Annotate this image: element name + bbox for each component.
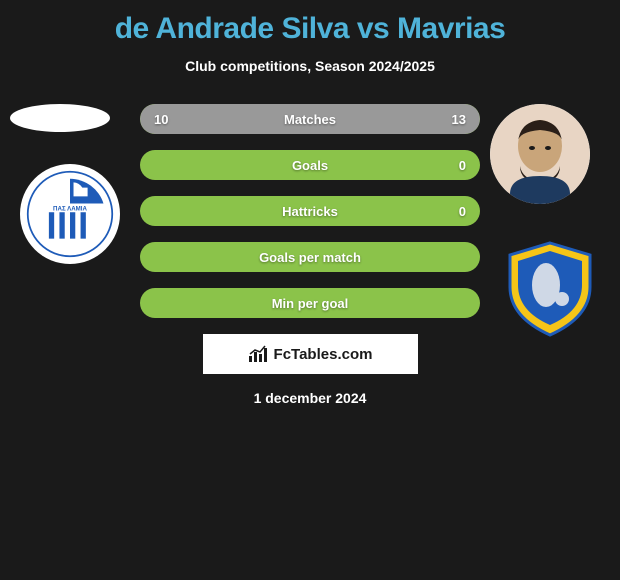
subtitle: Club competitions, Season 2024/2025 [0,58,620,74]
stat-value-right: 0 [459,204,466,219]
stat-label: Hattricks [140,204,480,219]
stat-label: Min per goal [140,296,480,311]
player-left-photo [10,104,110,132]
svg-text:ΠΑΣ ΛΑΜΙΑ: ΠΑΣ ΛΑΜΙΑ [53,205,87,212]
stat-value-right: 0 [459,158,466,173]
comparison-content: ΠΑΣ ΛΑΜΙΑ 10 Matches 13 Goals 0 Hattrick… [0,104,620,406]
stat-row-hattricks: Hattricks 0 [140,196,480,226]
stat-label: Matches [140,112,480,127]
stat-value-right: 13 [452,112,466,127]
stat-row-goals: Goals 0 [140,150,480,180]
stat-label: Goals [140,158,480,173]
date-text: 1 december 2024 [0,390,620,406]
stat-label: Goals per match [140,250,480,265]
chart-icon [248,344,268,364]
stat-row-matches: 10 Matches 13 [140,104,480,134]
brand-text: FcTables.com [274,346,373,363]
club-left-logo: ΠΑΣ ΛΑΜΙΑ [20,164,120,264]
stat-row-goals-per-match: Goals per match [140,242,480,272]
brand-box[interactable]: FcTables.com [203,334,418,374]
player-right-photo [490,104,590,204]
club-right-logo [500,239,600,339]
page-title: de Andrade Silva vs Mavrias [0,0,620,46]
stat-row-min-per-goal: Min per goal [140,288,480,318]
stats-list: 10 Matches 13 Goals 0 Hattricks 0 Goals … [140,104,480,318]
